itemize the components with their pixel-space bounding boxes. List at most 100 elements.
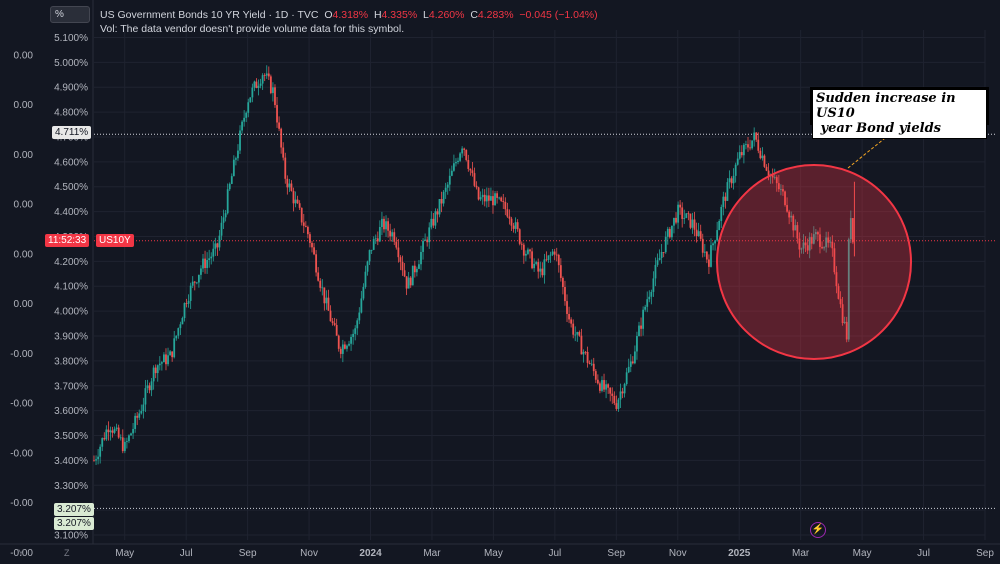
candle-body <box>197 274 200 283</box>
candle-body <box>693 219 696 230</box>
candle-body <box>681 207 684 219</box>
candle-body <box>806 245 809 251</box>
change-value: −0.045 (−1.04%) <box>519 9 598 21</box>
candle-body <box>710 245 712 267</box>
candle-body <box>802 242 805 249</box>
candle-body <box>835 272 838 287</box>
candle-body <box>286 178 289 188</box>
candle-body <box>311 242 313 248</box>
candle-body <box>572 323 575 335</box>
candle-body <box>613 395 616 404</box>
left-axis-label: 0.00 <box>14 100 34 111</box>
candle-body <box>298 203 301 208</box>
candle-body <box>851 218 854 243</box>
left-axis: 0.00 0.00 0.00 0.00 0.00 0.00 -0.00 -0.00 -0.00 -… <box>10 50 33 559</box>
symbol-title: US Government Bonds 10 YR Yield · 1D · T… <box>100 9 319 21</box>
candle-body <box>274 87 276 106</box>
left-axis-label: -0.00 <box>10 498 33 509</box>
candle-body <box>411 265 414 286</box>
candle-body <box>142 404 145 412</box>
candle-body <box>837 286 840 299</box>
candle-body <box>440 199 443 204</box>
candle-body <box>206 260 209 269</box>
candle-body <box>189 285 192 301</box>
price-tick-label: 3.800% <box>54 356 88 367</box>
candle-body <box>829 241 832 243</box>
candle-body <box>461 148 464 154</box>
candle-body <box>109 430 112 433</box>
time-tick-label: Mar <box>792 548 810 559</box>
candle-body <box>479 197 482 200</box>
candle-body <box>551 251 554 255</box>
percent-scale-button[interactable]: % <box>50 6 90 23</box>
candle-body <box>730 178 733 184</box>
candle-body <box>323 287 326 304</box>
candle-body <box>671 225 673 238</box>
low-label-b: 3.207% <box>54 517 94 530</box>
candle-body <box>738 152 741 159</box>
candle-body <box>718 220 721 231</box>
candle-body <box>825 237 828 248</box>
candle-body <box>817 232 819 235</box>
candle-body <box>576 332 579 335</box>
open-value: 4.318% <box>332 9 369 21</box>
candle-body <box>775 177 778 184</box>
left-axis-label: 0.00 <box>14 299 34 310</box>
candle-body <box>405 276 408 289</box>
candle-body <box>113 428 116 433</box>
candle-body <box>646 299 649 307</box>
candle-body <box>636 336 638 352</box>
candle-body <box>111 430 114 433</box>
candle-body <box>652 278 655 292</box>
candle-body <box>786 205 788 212</box>
candle-body <box>327 297 330 311</box>
lightning-icon[interactable]: ⚡ <box>810 522 826 538</box>
candle-body <box>592 363 595 372</box>
candle-body <box>267 73 270 77</box>
annotation-callout[interactable]: Sudden increase in US10 year Bond yields <box>812 89 987 139</box>
candle-body <box>158 363 161 366</box>
candle-body <box>580 335 583 355</box>
zoom-button[interactable]: Z <box>64 548 70 558</box>
candle-body <box>294 199 297 204</box>
candle-body <box>331 321 334 324</box>
candle-body <box>232 159 235 177</box>
candle-body <box>773 177 776 178</box>
log-y-button[interactable]: Y <box>18 548 25 558</box>
left-axis-label: 0.00 <box>14 200 34 211</box>
price-tick-label: 3.500% <box>54 431 88 442</box>
candle-body <box>150 381 153 391</box>
candle-body <box>341 344 344 354</box>
candle-body <box>444 187 447 192</box>
candle-body <box>374 238 377 240</box>
high-value: 4.335% <box>381 9 418 21</box>
price-tick-label: 4.100% <box>54 282 88 293</box>
candle-body <box>165 354 167 365</box>
candle-body <box>761 155 764 159</box>
candle-body <box>720 206 723 221</box>
candle-body <box>432 218 435 226</box>
candle-body <box>568 313 570 320</box>
candle-body <box>541 268 544 276</box>
candle-body <box>403 270 406 277</box>
candle-body <box>699 231 702 239</box>
left-axis-label: 0.00 <box>14 150 34 161</box>
candle-body <box>356 320 359 329</box>
candle-body <box>128 435 130 442</box>
candle-body <box>335 324 338 336</box>
candle-body <box>179 324 182 329</box>
candle-body <box>463 148 466 150</box>
candle-body <box>469 168 472 171</box>
candle-body <box>522 244 525 256</box>
candle-body <box>780 189 782 190</box>
candle-body <box>154 367 157 374</box>
left-axis-label: -0.00 <box>10 548 33 559</box>
low-label-a: 3.207% <box>54 503 94 516</box>
candle-body <box>588 362 591 364</box>
candle-body <box>214 243 217 249</box>
candle-body <box>553 251 556 255</box>
candle-body <box>93 460 95 462</box>
candle-body <box>465 149 468 161</box>
